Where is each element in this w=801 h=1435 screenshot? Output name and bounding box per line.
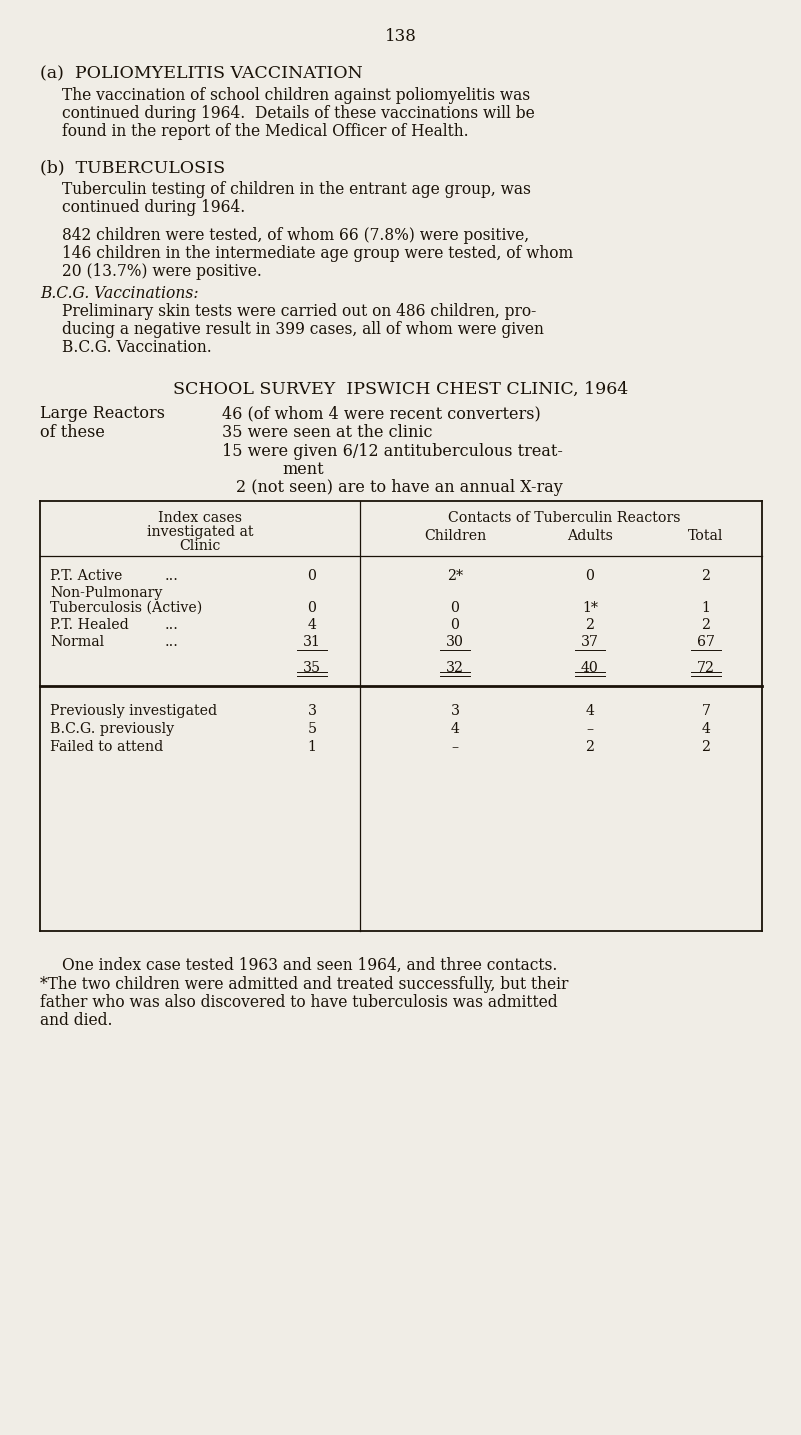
Text: ducing a negative result in 399 cases, all of whom were given: ducing a negative result in 399 cases, a… (62, 321, 544, 339)
Text: 5: 5 (308, 722, 316, 736)
Text: 15 were given 6/12 antituberculous treat-: 15 were given 6/12 antituberculous treat… (222, 443, 563, 461)
Text: 3: 3 (308, 705, 316, 718)
Text: Normal: Normal (50, 636, 104, 649)
Text: Index cases: Index cases (158, 511, 242, 525)
Text: Adults: Adults (567, 530, 613, 542)
Text: continued during 1964.: continued during 1964. (62, 199, 245, 217)
Text: 0: 0 (450, 618, 460, 631)
Text: The vaccination of school children against poliomyelitis was: The vaccination of school children again… (62, 88, 530, 103)
Text: *The two children were admitted and treated successfully, but their: *The two children were admitted and trea… (40, 976, 569, 993)
Text: (a)  POLIOMYELITIS VACCINATION: (a) POLIOMYELITIS VACCINATION (40, 65, 363, 82)
Text: 1*: 1* (582, 601, 598, 616)
Text: 2 (not seen) are to have an annual X-ray: 2 (not seen) are to have an annual X-ray (236, 479, 563, 497)
Text: P.T. Active: P.T. Active (50, 570, 123, 583)
Text: P.T. Healed: P.T. Healed (50, 618, 129, 631)
Text: found in the report of the Medical Officer of Health.: found in the report of the Medical Offic… (62, 123, 469, 141)
Text: 2: 2 (702, 740, 710, 753)
Text: 20 (13.7%) were positive.: 20 (13.7%) were positive. (62, 263, 262, 280)
Text: B.C.G. Vaccination.: B.C.G. Vaccination. (62, 339, 211, 356)
Text: ment: ment (282, 461, 324, 478)
Text: 842 children were tested, of whom 66 (7.8%) were positive,: 842 children were tested, of whom 66 (7.… (62, 227, 529, 244)
Text: father who was also discovered to have tuberculosis was admitted: father who was also discovered to have t… (40, 994, 557, 1012)
Text: 35: 35 (303, 662, 321, 674)
Text: Tuberculin testing of children in the entrant age group, was: Tuberculin testing of children in the en… (62, 181, 531, 198)
Text: 0: 0 (308, 601, 316, 616)
Text: 2*: 2* (447, 570, 463, 583)
Text: 1: 1 (308, 740, 316, 753)
Text: 31: 31 (303, 636, 321, 649)
Text: 32: 32 (446, 662, 464, 674)
Text: continued during 1964.  Details of these vaccinations will be: continued during 1964. Details of these … (62, 105, 535, 122)
Text: 2: 2 (586, 618, 594, 631)
Text: ...: ... (165, 636, 179, 649)
Text: 30: 30 (446, 636, 464, 649)
Text: 35 were seen at the clinic: 35 were seen at the clinic (222, 423, 433, 441)
Text: –: – (452, 740, 458, 753)
Text: 67: 67 (697, 636, 715, 649)
Text: Non-Pulmonary: Non-Pulmonary (50, 585, 163, 600)
Text: 40: 40 (581, 662, 599, 674)
Text: –: – (586, 722, 594, 736)
Text: 7: 7 (702, 705, 710, 718)
Text: 3: 3 (450, 705, 460, 718)
Text: investigated at: investigated at (147, 525, 253, 540)
Text: Children: Children (424, 530, 486, 542)
Text: B.C.G. previously: B.C.G. previously (50, 722, 174, 736)
Text: 4: 4 (586, 705, 594, 718)
Text: 4: 4 (702, 722, 710, 736)
Text: 138: 138 (384, 29, 417, 44)
Text: and died.: and died. (40, 1012, 112, 1029)
Text: 0: 0 (308, 570, 316, 583)
Text: 2: 2 (586, 740, 594, 753)
Text: One index case tested 1963 and seen 1964, and three contacts.: One index case tested 1963 and seen 1964… (62, 957, 557, 974)
Text: 37: 37 (581, 636, 599, 649)
Text: 72: 72 (697, 662, 715, 674)
Text: 146 children in the intermediate age group were tested, of whom: 146 children in the intermediate age gro… (62, 245, 574, 263)
Text: 4: 4 (308, 618, 316, 631)
Text: Failed to attend: Failed to attend (50, 740, 163, 753)
Text: of these: of these (40, 423, 105, 441)
Text: 1: 1 (702, 601, 710, 616)
Text: 4: 4 (450, 722, 460, 736)
Text: Contacts of Tuberculin Reactors: Contacts of Tuberculin Reactors (448, 511, 680, 525)
Text: (b)  TUBERCULOSIS: (b) TUBERCULOSIS (40, 159, 225, 177)
Text: ...: ... (165, 570, 179, 583)
Text: 0: 0 (586, 570, 594, 583)
Text: 46 (of whom 4 were recent converters): 46 (of whom 4 were recent converters) (222, 405, 541, 422)
Text: Preliminary skin tests were carried out on 486 children, pro-: Preliminary skin tests were carried out … (62, 303, 536, 320)
Text: Tuberculosis (Active): Tuberculosis (Active) (50, 601, 202, 616)
Text: Clinic: Clinic (179, 540, 221, 552)
Text: 0: 0 (450, 601, 460, 616)
Text: Total: Total (688, 530, 723, 542)
Text: Previously investigated: Previously investigated (50, 705, 217, 718)
Text: 2: 2 (702, 570, 710, 583)
Text: 2: 2 (702, 618, 710, 631)
Text: SCHOOL SURVEY  IPSWICH CHEST CLINIC, 1964: SCHOOL SURVEY IPSWICH CHEST CLINIC, 1964 (173, 382, 628, 397)
Text: ...: ... (165, 618, 179, 631)
Text: Large Reactors: Large Reactors (40, 405, 165, 422)
Text: B.C.G. Vaccinations:: B.C.G. Vaccinations: (40, 286, 199, 301)
